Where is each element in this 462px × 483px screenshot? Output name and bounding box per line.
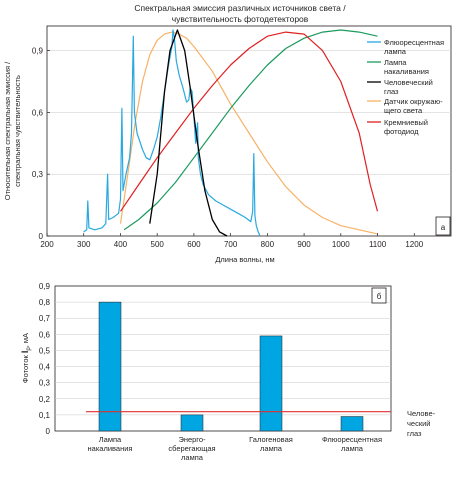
bar-category-label-2: лампа: [260, 444, 283, 453]
bottom-y-tick-label: 0,3: [39, 379, 51, 388]
bottom-y-tick-label: 0,7: [39, 314, 51, 323]
top-x-tick-label: 200: [40, 240, 54, 249]
series-line-0: [83, 29, 261, 237]
top-x-tick-label: 1000: [332, 240, 350, 249]
top-chart-title-line-1: Спектральная эмиссия различных источнико…: [134, 3, 346, 13]
legend-label-4: фотодиод: [384, 127, 419, 136]
top-y-tick-label: 0,6: [32, 108, 44, 117]
top-x-tick-label: 700: [224, 240, 238, 249]
top-y-tick-label: 0,9: [32, 47, 44, 56]
bottom-y-tick-label: 0,8: [39, 298, 51, 307]
legend-label-4: Кремниевый: [384, 118, 428, 127]
legend-label-2: Человеческий: [384, 78, 433, 87]
y-label-unit: , мА: [21, 333, 30, 347]
bottom-y-tick-label: 0,9: [39, 282, 51, 291]
top-x-tick-label: 400: [114, 240, 128, 249]
legend-label-3: Датчик окружаю-: [384, 97, 443, 106]
series-line-1: [123, 29, 378, 231]
top-x-tick-label: 1100: [369, 240, 387, 249]
reference-line-label: Челове-: [407, 409, 436, 418]
reference-line-label: ческий: [407, 419, 431, 428]
bar-2: [259, 335, 283, 432]
y-label-subscript: р: [26, 347, 32, 351]
bar-category-label-1: сберегающая: [168, 444, 215, 453]
bottom-panel-label: б: [377, 292, 382, 301]
series-line-4: [120, 31, 379, 212]
legend-label-0: лампа: [384, 47, 407, 56]
top-chart-frame: [46, 25, 452, 237]
bottom-y-tick-label: 0: [46, 427, 51, 436]
bar-3: [340, 416, 364, 432]
bar-0: [98, 301, 122, 432]
top-y-tick-label: 0: [39, 232, 44, 241]
bottom-panel-label-box: [371, 287, 387, 304]
legend-label-2: глаз: [384, 87, 399, 96]
bottom-y-tick-label: 0,1: [39, 411, 51, 420]
reference-line-label: глаз: [407, 429, 422, 438]
top-x-tick-label: 1200: [405, 240, 423, 249]
top-x-tick-label: 800: [261, 240, 275, 249]
bottom-chart-y-axis-label: Фототок Iр, мА: [20, 333, 32, 383]
series-line-3: [119, 31, 378, 235]
legend-label-1: накаливания: [384, 67, 429, 76]
legend-label-1: Лампа: [384, 58, 407, 67]
top-y-tick-label: 0,3: [32, 170, 44, 179]
legend-label-3: щего света: [384, 106, 423, 115]
bar-category-label-2: Галогеновая: [249, 435, 293, 444]
y-label-part-1: Фототок: [21, 353, 30, 383]
top-chart-title-line-2: чувствительность фотодетекторов: [172, 14, 309, 24]
bar-category-label-0: накаливания: [88, 444, 133, 453]
bar-category-label-1: Энерго-: [178, 435, 206, 444]
bar-category-label-3: Флюоресцентная: [322, 435, 382, 444]
top-x-tick-label: 900: [297, 240, 311, 249]
bottom-y-tick-label: 0,2: [39, 395, 51, 404]
bar-category-label-0: Лампа: [99, 435, 122, 444]
top-x-tick-label: 500: [151, 240, 165, 249]
top-x-tick-label: 600: [187, 240, 201, 249]
top-chart-x-axis-label: Длина волны, нм: [215, 255, 274, 264]
top-x-tick-label: 300: [77, 240, 91, 249]
bottom-y-tick-label: 0,5: [39, 346, 51, 355]
bottom-y-tick-label: 0,6: [39, 330, 51, 339]
bar-category-label-3: лампа: [341, 444, 364, 453]
top-chart-y-axis-label-line-2: спектральная чувствительность: [13, 75, 22, 187]
bottom-chart-frame: [54, 285, 392, 432]
bar-1: [180, 414, 204, 432]
bar-category-label-1: лампа: [181, 453, 204, 462]
top-panel-label: а: [441, 223, 446, 232]
bottom-y-tick-label: 0,4: [39, 363, 51, 372]
series-line-2: [149, 29, 228, 237]
legend-label-0: Флюоресцентная: [384, 38, 444, 47]
y-label-symbol: I: [20, 351, 30, 354]
top-chart-y-axis-label-line-1: Относительная спектральная эмиссия /: [3, 61, 12, 200]
top-panel-label-box: [435, 216, 451, 236]
